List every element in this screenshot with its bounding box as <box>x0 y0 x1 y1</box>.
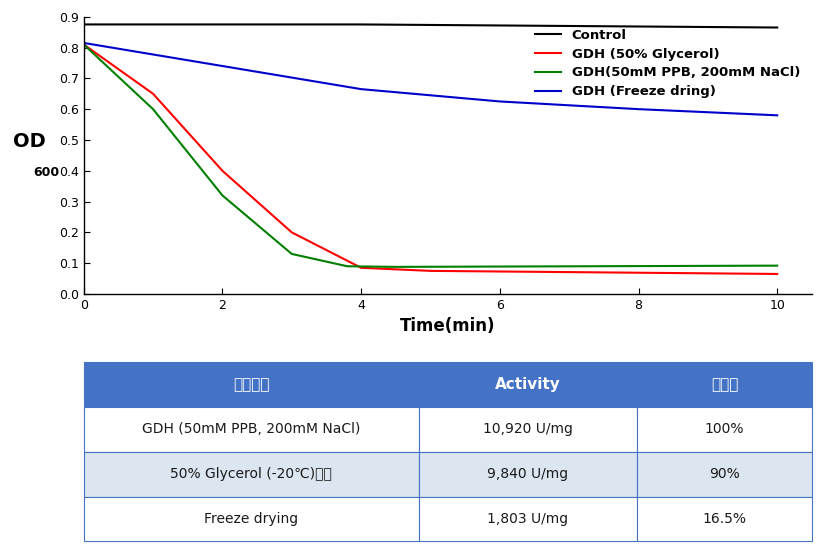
GDH (50% Glycerol) <box>79 41 89 48</box>
GDH(50mM PPB, 200mM NaCl) <box>342 263 352 270</box>
Text: GDH (50mM PPB, 200mM NaCl): GDH (50mM PPB, 200mM NaCl) <box>142 422 360 436</box>
Text: 보존률: 보존률 <box>710 377 737 392</box>
Text: 1,803 U/mg: 1,803 U/mg <box>487 512 568 526</box>
Text: 보관방법: 보관방법 <box>232 377 269 392</box>
FancyBboxPatch shape <box>84 362 418 407</box>
GDH (50% Glycerol) <box>355 264 365 271</box>
Line: Control: Control <box>84 25 777 27</box>
GDH (50% Glycerol) <box>772 271 782 277</box>
GDH (Freeze dring) <box>494 98 504 105</box>
FancyBboxPatch shape <box>418 452 636 497</box>
GDH(50mM PPB, 200mM NaCl) <box>390 263 400 270</box>
GDH (50% Glycerol) <box>287 229 297 235</box>
FancyBboxPatch shape <box>418 497 636 541</box>
FancyBboxPatch shape <box>636 362 811 407</box>
FancyBboxPatch shape <box>418 407 636 452</box>
GDH (Freeze dring) <box>772 112 782 119</box>
Text: 90%: 90% <box>708 467 739 481</box>
FancyBboxPatch shape <box>636 407 811 452</box>
Line: GDH (Freeze dring): GDH (Freeze dring) <box>84 43 777 116</box>
Control <box>772 24 782 31</box>
X-axis label: Time(min): Time(min) <box>400 318 495 335</box>
GDH(50mM PPB, 200mM NaCl) <box>217 192 227 199</box>
Control <box>79 21 89 28</box>
FancyBboxPatch shape <box>636 497 811 541</box>
GDH(50mM PPB, 200mM NaCl) <box>79 41 89 48</box>
GDH (Freeze dring) <box>633 106 643 113</box>
FancyBboxPatch shape <box>636 452 811 497</box>
FancyBboxPatch shape <box>84 407 418 452</box>
FancyBboxPatch shape <box>84 497 418 541</box>
GDH (50% Glycerol) <box>425 267 435 274</box>
Control <box>355 21 365 28</box>
GDH (Freeze dring) <box>355 86 365 93</box>
Text: 16.5%: 16.5% <box>701 512 746 526</box>
Text: 50% Glycerol (-20℃)보관: 50% Glycerol (-20℃)보관 <box>170 467 332 481</box>
Text: 100%: 100% <box>704 422 743 436</box>
Text: 9,840 U/mg: 9,840 U/mg <box>487 467 568 481</box>
Text: 600: 600 <box>33 166 59 180</box>
GDH(50mM PPB, 200mM NaCl) <box>148 106 158 113</box>
Text: 10,920 U/mg: 10,920 U/mg <box>482 422 572 436</box>
Text: Freeze drying: Freeze drying <box>204 512 298 526</box>
GDH (Freeze dring) <box>79 40 89 46</box>
Line: GDH (50% Glycerol): GDH (50% Glycerol) <box>84 45 777 274</box>
Line: GDH(50mM PPB, 200mM NaCl): GDH(50mM PPB, 200mM NaCl) <box>84 45 777 267</box>
Text: Activity: Activity <box>494 377 560 392</box>
FancyBboxPatch shape <box>418 362 636 407</box>
GDH(50mM PPB, 200mM NaCl) <box>772 262 782 269</box>
GDH (50% Glycerol) <box>148 90 158 97</box>
Legend: Control, GDH (50% Glycerol), GDH(50mM PPB, 200mM NaCl), GDH (Freeze dring): Control, GDH (50% Glycerol), GDH(50mM PP… <box>529 23 804 104</box>
GDH (Freeze dring) <box>217 62 227 69</box>
FancyBboxPatch shape <box>84 452 418 497</box>
GDH(50mM PPB, 200mM NaCl) <box>287 251 297 257</box>
GDH (50% Glycerol) <box>217 167 227 174</box>
Text: OD: OD <box>13 132 45 151</box>
